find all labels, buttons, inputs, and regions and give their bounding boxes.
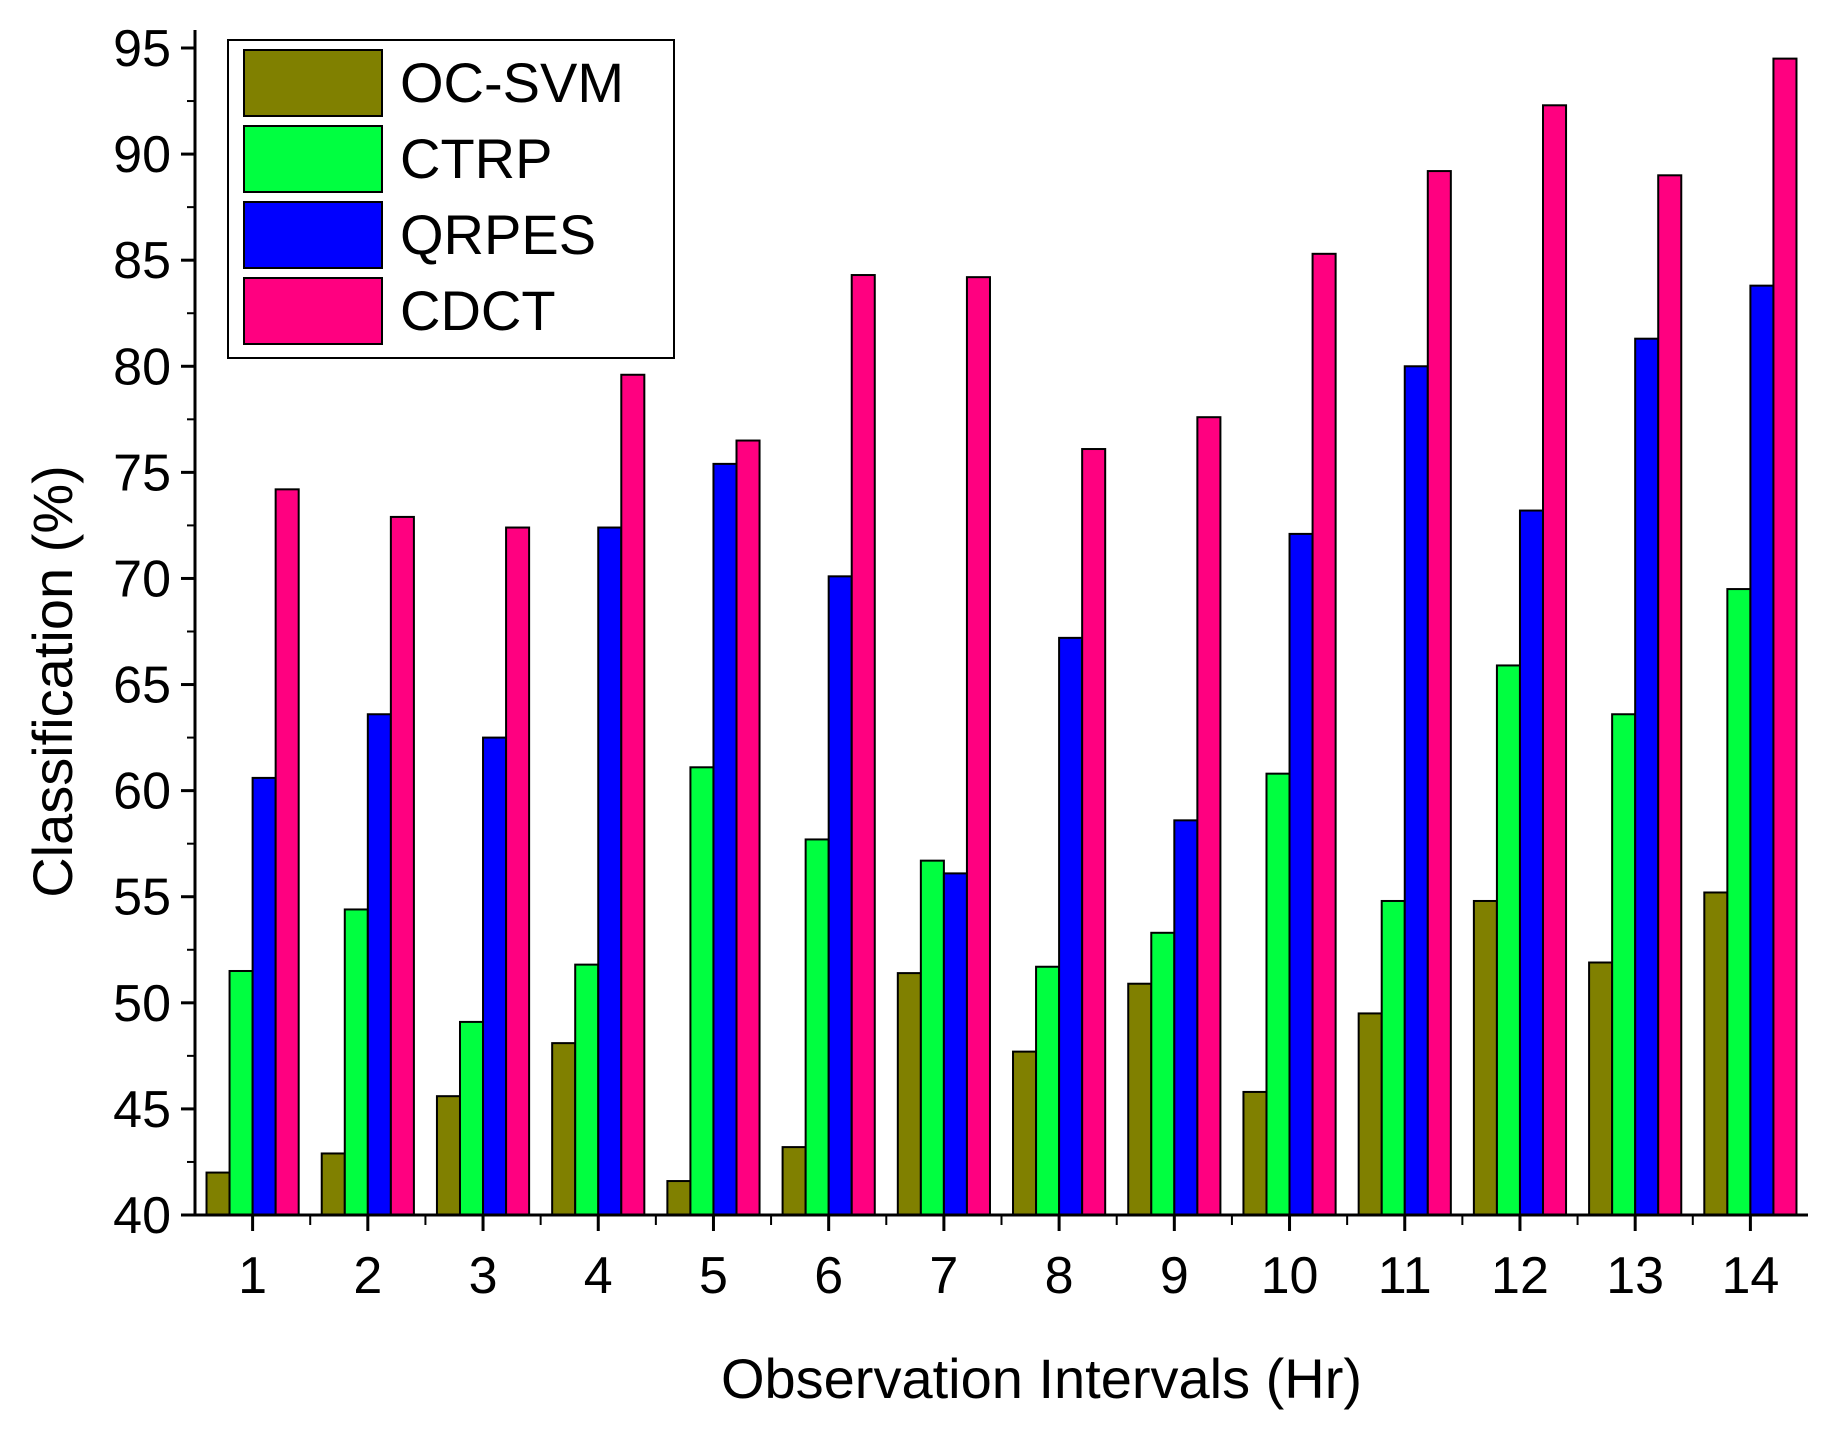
bar-oc-svm-7 bbox=[896, 972, 922, 1216]
bar-ctrp-7 bbox=[919, 859, 945, 1216]
bar-qrpes-3 bbox=[482, 736, 508, 1216]
bar-qrpes-13 bbox=[1634, 337, 1660, 1216]
bar-cdct-11 bbox=[1426, 170, 1452, 1217]
bar-ctrp-1 bbox=[228, 969, 254, 1216]
legend-swatch-ctrp bbox=[243, 125, 383, 193]
legend-swatch-cdct bbox=[243, 277, 383, 345]
x-tick-label: 10 bbox=[1261, 1247, 1319, 1305]
y-tick-label: 50 bbox=[113, 975, 171, 1033]
legend-swatch-oc-svm bbox=[243, 49, 383, 117]
bar-qrpes-8 bbox=[1058, 636, 1084, 1216]
y-tick-label: 65 bbox=[113, 657, 171, 715]
bar-qrpes-2 bbox=[366, 713, 392, 1216]
bar-qrpes-14 bbox=[1749, 284, 1775, 1217]
bar-ctrp-9 bbox=[1150, 931, 1176, 1216]
bar-oc-svm-14 bbox=[1703, 891, 1729, 1216]
legend-label-cdct: CDCT bbox=[400, 279, 556, 342]
y-tick-label: 45 bbox=[113, 1081, 171, 1139]
x-tick-label: 9 bbox=[1160, 1247, 1189, 1305]
y-axis-title: Classification (%) bbox=[21, 465, 84, 898]
bar-qrpes-4 bbox=[597, 526, 623, 1216]
x-tick-label: 5 bbox=[699, 1247, 728, 1305]
x-tick-label: 12 bbox=[1491, 1247, 1549, 1305]
y-tick-label: 90 bbox=[113, 126, 171, 184]
bar-oc-svm-13 bbox=[1588, 961, 1614, 1217]
x-tick-label: 14 bbox=[1721, 1247, 1779, 1305]
bar-oc-svm-12 bbox=[1472, 899, 1498, 1216]
bar-ctrp-14 bbox=[1726, 588, 1752, 1216]
bar-ctrp-11 bbox=[1380, 899, 1406, 1216]
legend: OC-SVM CTRP QRPES CDCT bbox=[227, 39, 675, 359]
bar-ctrp-4 bbox=[574, 963, 600, 1216]
bar-qrpes-7 bbox=[942, 872, 968, 1216]
bar-oc-svm-5 bbox=[666, 1180, 692, 1216]
legend-swatch-qrpes bbox=[243, 201, 383, 269]
bar-ctrp-3 bbox=[458, 1020, 485, 1216]
bar-cdct-9 bbox=[1196, 416, 1222, 1216]
y-tick-label: 95 bbox=[113, 20, 171, 78]
bar-ctrp-8 bbox=[1035, 965, 1061, 1216]
bar-qrpes-11 bbox=[1403, 365, 1429, 1217]
bar-qrpes-6 bbox=[827, 575, 853, 1216]
x-tick-label: 8 bbox=[1045, 1247, 1074, 1305]
y-tick-label: 80 bbox=[113, 338, 171, 396]
x-tick-label: 11 bbox=[1378, 1247, 1432, 1305]
bar-ctrp-10 bbox=[1265, 772, 1291, 1216]
y-tick-label: 60 bbox=[113, 763, 171, 821]
bar-oc-svm-11 bbox=[1357, 1012, 1383, 1216]
bar-ctrp-6 bbox=[804, 838, 830, 1216]
bar-qrpes-10 bbox=[1288, 532, 1314, 1216]
legend-label-oc-svm: OC-SVM bbox=[400, 51, 624, 114]
bar-cdct-7 bbox=[965, 276, 991, 1216]
bar-ctrp-2 bbox=[343, 908, 369, 1216]
x-tick-label: 7 bbox=[929, 1247, 958, 1305]
bar-ctrp-5 bbox=[689, 766, 715, 1217]
bar-oc-svm-9 bbox=[1127, 982, 1153, 1216]
bar-cdct-3 bbox=[505, 526, 531, 1216]
x-axis-title: Observation Intervals (Hr) bbox=[721, 1347, 1362, 1410]
bar-cdct-2 bbox=[389, 515, 415, 1216]
bar-oc-svm-4 bbox=[551, 1042, 577, 1216]
legend-label-ctrp: CTRP bbox=[400, 127, 552, 190]
bar-ctrp-13 bbox=[1611, 713, 1637, 1216]
y-tick-label: 85 bbox=[113, 232, 171, 290]
x-tick-label: 2 bbox=[353, 1247, 382, 1305]
bar-cdct-10 bbox=[1311, 252, 1337, 1217]
bar-oc-svm-10 bbox=[1242, 1090, 1268, 1217]
bar-cdct-12 bbox=[1542, 104, 1568, 1217]
bar-cdct-1 bbox=[274, 488, 300, 1216]
bar-qrpes-9 bbox=[1173, 819, 1199, 1216]
bar-oc-svm-1 bbox=[205, 1171, 231, 1216]
bar-oc-svm-8 bbox=[1012, 1050, 1038, 1216]
bar-cdct-6 bbox=[850, 274, 876, 1216]
bar-cdct-5 bbox=[735, 439, 761, 1216]
x-tick-label: 3 bbox=[469, 1247, 498, 1305]
bar-ctrp-12 bbox=[1495, 664, 1521, 1216]
bar-cdct-4 bbox=[620, 373, 646, 1216]
bar-oc-svm-3 bbox=[435, 1095, 461, 1217]
y-tick-label: 75 bbox=[113, 444, 171, 502]
bar-qrpes-12 bbox=[1518, 509, 1545, 1217]
bar-cdct-8 bbox=[1081, 448, 1107, 1217]
bar-oc-svm-6 bbox=[781, 1146, 807, 1216]
x-tick-label: 4 bbox=[584, 1247, 613, 1305]
legend-label-qrpes: QRPES bbox=[400, 203, 596, 266]
y-tick-label: 55 bbox=[113, 869, 171, 927]
x-tick-label: 1 bbox=[238, 1247, 267, 1305]
x-tick-label: 13 bbox=[1606, 1247, 1664, 1305]
y-tick-label: 70 bbox=[113, 550, 171, 608]
bar-qrpes-1 bbox=[251, 776, 277, 1216]
bar-qrpes-5 bbox=[712, 462, 738, 1217]
x-tick-label: 6 bbox=[814, 1247, 843, 1305]
y-tick-label: 40 bbox=[113, 1187, 171, 1245]
bar-oc-svm-2 bbox=[320, 1152, 346, 1217]
bar-cdct-13 bbox=[1657, 174, 1683, 1217]
bar-cdct-14 bbox=[1772, 57, 1798, 1216]
